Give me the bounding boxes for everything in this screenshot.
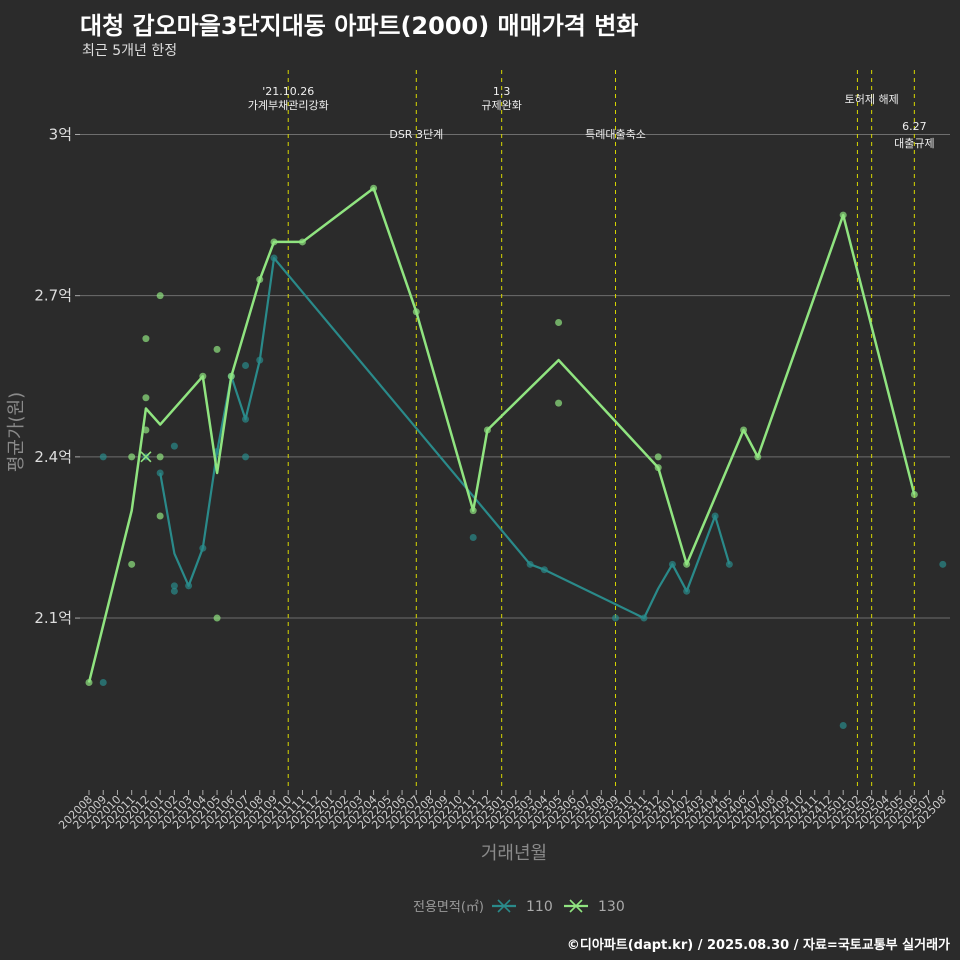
data-point-130 [199, 372, 207, 380]
data-point-110 [256, 356, 264, 364]
axis-layer: 2.1억2.4억2.7억3억20200820200920201020201120… [34, 125, 949, 831]
data-point-110 [270, 254, 278, 262]
event-label: 가계부채관리강화 [248, 99, 329, 112]
data-point-110 [242, 453, 250, 461]
legend-label: 130 [598, 899, 625, 915]
data-point-130 [412, 308, 420, 316]
y-tick-label: 2.4억 [34, 448, 72, 466]
cross-marker [140, 451, 152, 463]
y-axis-title: 평균가(원) [6, 392, 27, 472]
data-point-130 [156, 453, 164, 461]
y-tick-label: 2.7억 [34, 287, 72, 305]
event-label: 특례대출축소 [585, 128, 646, 141]
event-label: 1.3 [493, 85, 511, 98]
y-tick-label: 2.1억 [34, 609, 72, 627]
data-point-110 [170, 587, 178, 595]
data-point-110 [839, 722, 847, 730]
data-point-110 [156, 469, 164, 477]
data-point-110 [612, 614, 620, 622]
legend-label: 110 [526, 899, 553, 915]
data-point-110 [640, 614, 648, 622]
series-line-110 [159, 257, 731, 620]
data-point-130 [754, 453, 762, 461]
event-label: 6.27 [902, 120, 927, 133]
data-point-130 [142, 426, 150, 434]
data-point-130 [227, 372, 235, 380]
page-title: 대청 갑오마을3단지대동 아파트(2000) 매매가격 변화 [80, 12, 639, 40]
data-point-110 [469, 533, 477, 541]
data-point-110 [99, 453, 107, 461]
data-point-130 [654, 453, 662, 461]
data-point-130 [256, 276, 264, 284]
data-point-130 [839, 211, 847, 219]
data-point-130 [555, 399, 563, 407]
series-layer [85, 184, 947, 730]
data-point-110 [939, 560, 947, 568]
data-point-130 [128, 560, 136, 568]
event-label: 토허제 해제 [845, 92, 899, 106]
data-point-110 [540, 566, 548, 574]
legend: 전용면적(㎡) 110 130 [413, 899, 625, 915]
legend-title: 전용면적(㎡) [413, 900, 484, 915]
legend-key-cross [569, 899, 583, 913]
data-point-130 [298, 238, 306, 246]
event-label: '21.10.26 [262, 85, 314, 98]
data-point-130 [370, 184, 378, 192]
data-point-130 [142, 335, 150, 343]
event-label: DSR 3단계 [389, 128, 443, 141]
data-point-130 [654, 464, 662, 472]
data-point-130 [483, 426, 491, 434]
data-point-110 [242, 362, 250, 370]
data-point-110 [170, 442, 178, 450]
data-point-130 [683, 560, 691, 568]
data-point-130 [213, 614, 221, 622]
data-point-130 [270, 238, 278, 246]
data-point-110 [725, 560, 733, 568]
source-caption: ©디아파트(dapt.kr) / 2025.08.30 / 자료=국토교통부 실… [566, 938, 950, 953]
data-point-130 [469, 507, 477, 515]
data-point-110 [185, 582, 193, 590]
event-label: 규제완화 [481, 99, 521, 112]
y-tick-label: 3억 [49, 125, 72, 143]
data-point-110 [199, 544, 207, 552]
grid-layer [80, 133, 950, 619]
data-point-110 [242, 415, 250, 423]
data-point-110 [668, 560, 676, 568]
data-point-130 [740, 426, 748, 434]
legend-key-cross [497, 899, 511, 913]
data-point-130 [910, 490, 918, 498]
data-point-130 [128, 453, 136, 461]
data-point-130 [142, 394, 150, 402]
data-point-110 [711, 512, 719, 520]
data-point-130 [156, 292, 164, 300]
page-subtitle: 최근 5개년 한정 [82, 43, 178, 59]
data-point-130 [555, 319, 563, 327]
data-point-130 [85, 679, 93, 687]
data-point-130 [213, 345, 221, 353]
data-point-110 [683, 587, 691, 595]
data-point-110 [526, 560, 534, 568]
x-axis-title: 거래년월 [481, 843, 547, 864]
data-point-110 [170, 582, 178, 590]
event-label: 대출규제 [894, 137, 934, 150]
data-point-130 [156, 512, 164, 520]
data-point-110 [99, 679, 107, 687]
